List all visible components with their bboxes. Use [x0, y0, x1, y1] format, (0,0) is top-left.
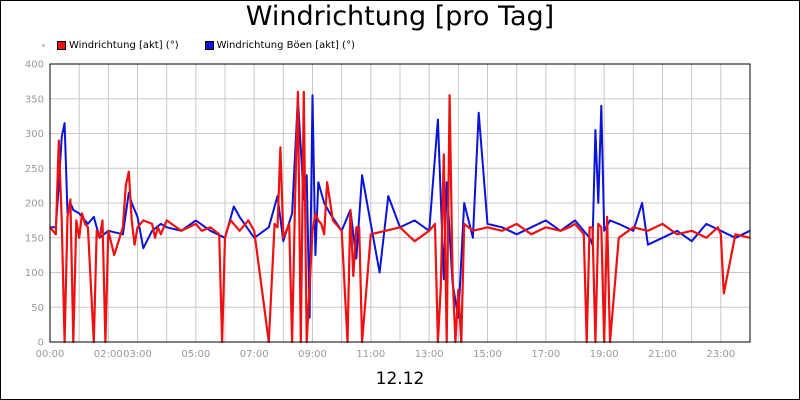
x-tick-label: 17:00 — [531, 349, 560, 360]
x-tick-label: 03:00 — [123, 349, 152, 360]
x-tick-label: 09:00 — [298, 349, 327, 360]
legend-label-boeen: Windrichtung Böen [akt] (°) — [216, 39, 355, 51]
y-tick-label: 350 — [25, 94, 44, 105]
x-tick-label: 00:00 — [36, 349, 65, 360]
series-lines — [49, 90, 751, 344]
plot-border — [49, 63, 751, 343]
y-axis-ticks: 0 50 100 150 200 250 300 350 400 — [25, 60, 44, 349]
y-tick-label: 50 — [31, 303, 44, 314]
x-tick-label: 21:00 — [648, 349, 677, 360]
y-tick-label: 300 — [25, 129, 44, 140]
x-tick-label: 19:00 — [590, 349, 619, 360]
y-tick-label: 150 — [25, 233, 44, 244]
legend: Windrichtung [akt] (°) Windrichtung Böen… — [42, 38, 381, 52]
x-axis-ticks: 00:00 02:00 03:00 05:00 07:00 09:00 11:00 13:00… — [36, 349, 736, 360]
x-tick-label: 13:00 — [415, 349, 444, 360]
x-tick-label: 11:00 — [356, 349, 385, 360]
y-tick-label: 0 — [38, 338, 44, 349]
y-tick-label: 400 — [25, 60, 44, 71]
chart-title: Windrichtung [pro Tag] — [245, 1, 555, 32]
legend-swatch-blue — [204, 40, 214, 50]
series-line-windrichtung — [49, 90, 751, 344]
legend-marker-dot — [42, 43, 45, 47]
x-tick-label: 23:00 — [706, 349, 735, 360]
y-tick-label: 100 — [25, 268, 44, 279]
y-tick-label: 250 — [25, 164, 44, 175]
legend-item-boeen: Windrichtung Böen [akt] (°) — [204, 39, 355, 51]
x-tick-label: 07:00 — [240, 349, 269, 360]
x-tick-label: 15:00 — [473, 349, 502, 360]
y-tick-label: 200 — [25, 199, 44, 210]
legend-item-windrichtung: Windrichtung [akt] (°) — [57, 40, 179, 51]
legend-swatch-red — [57, 40, 66, 50]
legend-label-windrichtung: Windrichtung [akt] (°) — [69, 39, 179, 51]
x-tick-label: 05:00 — [181, 349, 210, 360]
grid — [50, 63, 750, 343]
x-tick-label: 02:00 — [94, 349, 123, 360]
x-axis-label: 12.12 — [375, 369, 425, 389]
series-line-boeen — [50, 94, 751, 319]
